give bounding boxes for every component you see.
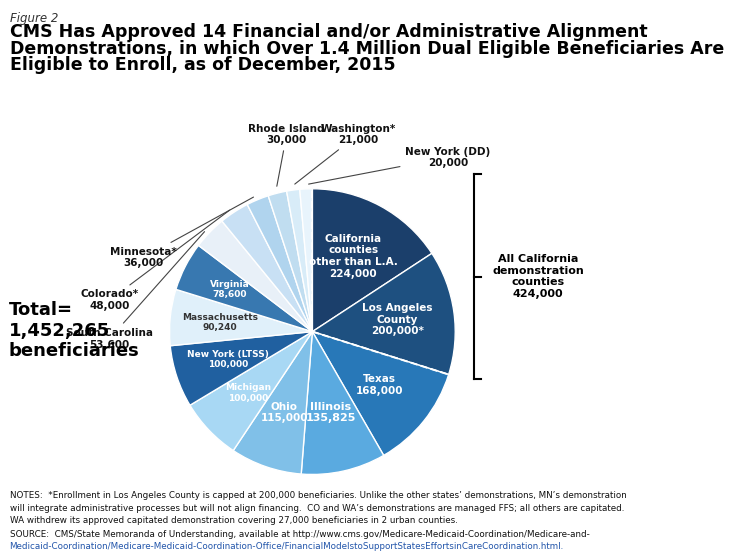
Text: Texas
168,000: Texas 168,000 [356, 375, 403, 396]
Text: CMS Has Approved 14 Financial and/or Administrative Alignment: CMS Has Approved 14 Financial and/or Adm… [10, 23, 648, 41]
Text: Virginia
78,600: Virginia 78,600 [210, 279, 250, 299]
Text: California
counties
other than L.A.
224,000: California counties other than L.A. 224,… [309, 234, 398, 279]
Text: Massachusetts
90,240: Massachusetts 90,240 [182, 312, 258, 332]
Wedge shape [198, 221, 312, 332]
Text: KAISER: KAISER [650, 505, 705, 518]
Wedge shape [312, 189, 432, 332]
Wedge shape [233, 332, 312, 474]
Wedge shape [312, 332, 448, 456]
Text: All California
demonstration
counties
424,000: All California demonstration counties 42… [492, 254, 584, 299]
Text: THE HENRY J.: THE HENRY J. [658, 498, 698, 503]
Text: NOTES:  *Enrollment in Los Angeles County is capped at 200,000 beneficiaries. Un: NOTES: *Enrollment in Los Angeles County… [10, 491, 626, 500]
Text: Los Angeles
County
200,000*: Los Angeles County 200,000* [362, 303, 432, 337]
Wedge shape [176, 245, 312, 332]
Text: Total=
1,452,265
beneficiaries: Total= 1,452,265 beneficiaries [9, 301, 140, 360]
Wedge shape [222, 204, 312, 332]
Wedge shape [247, 196, 312, 332]
Text: Illinois
135,825: Illinois 135,825 [306, 402, 356, 423]
Text: will integrate administrative processes but will not align financing.  CO and WA: will integrate administrative processes … [10, 504, 624, 512]
Text: Medicaid-Coordination/Medicare-Medicaid-Coordination-Office/FinancialModelstoSup: Medicaid-Coordination/Medicare-Medicaid-… [10, 542, 564, 551]
Text: WA withdrew its approved capitated demonstration covering 27,000 beneficiaries i: WA withdrew its approved capitated demon… [10, 516, 457, 525]
Wedge shape [170, 289, 312, 345]
Text: SOURCE:  CMS/State Memoranda of Understanding, available at http://www.cms.gov/M: SOURCE: CMS/State Memoranda of Understan… [10, 530, 589, 539]
Text: Minnesota*
36,000: Minnesota* 36,000 [110, 197, 254, 268]
Wedge shape [312, 253, 455, 375]
Wedge shape [300, 189, 312, 332]
Text: New York (LTSS)
100,000: New York (LTSS) 100,000 [187, 350, 269, 369]
Wedge shape [171, 332, 312, 405]
Text: Washington*
21,000: Washington* 21,000 [295, 123, 395, 184]
Text: Figure 2: Figure 2 [10, 12, 58, 25]
Text: South Carolina
53,600: South Carolina 53,600 [66, 231, 204, 349]
Wedge shape [268, 191, 312, 332]
Text: Ohio
115,000: Ohio 115,000 [261, 402, 308, 423]
Wedge shape [301, 332, 384, 474]
Text: FOUNDATION: FOUNDATION [657, 531, 698, 536]
Text: Eligible to Enroll, as of December, 2015: Eligible to Enroll, as of December, 2015 [10, 56, 395, 74]
Text: New York (DD)
20,000: New York (DD) 20,000 [309, 147, 491, 184]
Text: FAMILY: FAMILY [652, 516, 703, 530]
Wedge shape [190, 332, 312, 451]
Text: Demonstrations, in which Over 1.4 Million Dual Eligible Beneficiaries Are: Demonstrations, in which Over 1.4 Millio… [10, 40, 724, 58]
Text: Rhode Island
30,000: Rhode Island 30,000 [248, 123, 325, 186]
Text: Colorado*
48,000: Colorado* 48,000 [80, 210, 229, 311]
Wedge shape [287, 190, 312, 332]
Text: Michigan
100,000: Michigan 100,000 [225, 383, 271, 402]
